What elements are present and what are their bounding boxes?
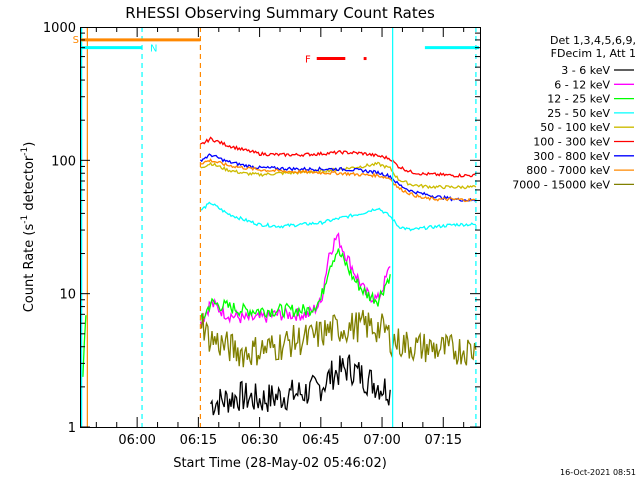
x-tick-label: 07:15 (425, 433, 462, 448)
flare-bar-label: F (305, 55, 311, 66)
legend-label: 300 - 800 keV (533, 150, 610, 163)
y-axis-label: Count Rate (s-1 detector-1) (20, 142, 37, 313)
series-line (199, 309, 477, 368)
y-label-part-3: ) (22, 142, 37, 147)
x-axis-label: Start Time (28-May-02 05:46:02) (173, 456, 387, 471)
y-tick-label: 100 (51, 154, 76, 169)
x-tick-label: 06:15 (180, 433, 217, 448)
legend: Det 1,3,4,5,6,9, FDecim 1, Att 1 3 - 6 k… (512, 34, 636, 191)
series-line (199, 153, 476, 202)
night-bar-label: N (150, 44, 157, 55)
y-label-sup-2: -1 (20, 147, 30, 156)
legend-label: 50 - 100 keV (540, 121, 610, 134)
series-line (199, 232, 391, 327)
y-tick-label: 1000 (43, 21, 76, 36)
x-axis: 06:00 06:15 06:30 06:45 07:00 07:15 (95, 27, 465, 448)
legend-header-line-1: Det 1,3,4,5,6,9, (550, 34, 636, 47)
legend-label: 800 - 7000 keV (526, 164, 610, 177)
footer-timestamp: 16-Oct-2021 08:51 (560, 468, 636, 477)
x-tick-label: 07:00 (363, 433, 400, 448)
legend-label: 7000 - 15000 keV (512, 178, 610, 191)
series-line (200, 136, 477, 178)
legend-header-line-2: FDecim 1, Att 1 (551, 47, 636, 60)
y-label-part-2: detector (22, 155, 37, 215)
y-tick-label: 1 (68, 421, 76, 436)
series-line (200, 158, 477, 203)
series-line (200, 201, 476, 232)
y-axis: 1 10 100 1000 (43, 21, 480, 436)
attenuator-bar-label: S (73, 35, 79, 46)
legend-label: 3 - 6 keV (561, 64, 610, 77)
chart-title: RHESSI Observing Summary Count Rates (125, 4, 435, 22)
legend-label: 6 - 12 keV (554, 78, 610, 91)
legend-label: 12 - 25 keV (547, 93, 610, 106)
legend-label: 100 - 300 keV (533, 136, 610, 149)
y-label-sup-1: -1 (20, 215, 30, 224)
x-tick-label: 06:45 (302, 433, 339, 448)
series-line (82, 248, 391, 377)
overlay-layer: S N F (73, 27, 479, 427)
x-tick-label: 06:30 (241, 433, 278, 448)
x-tick-label: 06:00 (118, 433, 155, 448)
y-tick-label: 10 (59, 288, 76, 303)
y-label-part-1: Count Rate (s (22, 224, 37, 313)
series-line (210, 354, 391, 416)
legend-label: 25 - 50 keV (547, 107, 610, 120)
series-layer (82, 136, 477, 416)
